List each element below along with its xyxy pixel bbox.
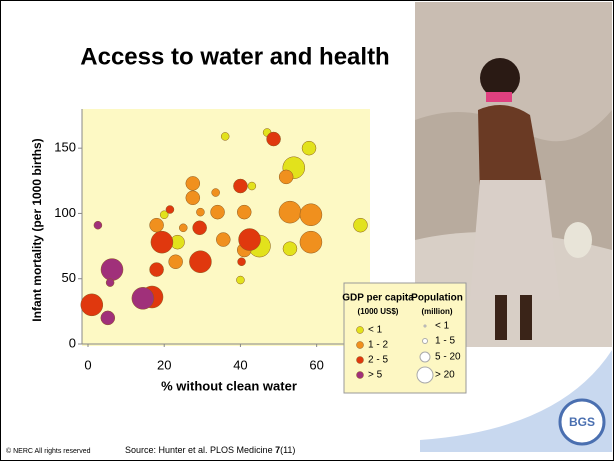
chart-title: Access to water and health — [80, 43, 389, 70]
x-tick-label: 20 — [157, 357, 171, 372]
bubble — [247, 181, 257, 191]
bubble — [233, 178, 248, 194]
bubble — [185, 176, 201, 191]
bubble — [185, 190, 201, 206]
bubble — [236, 275, 245, 285]
size-swatch — [422, 338, 428, 344]
legend-title: GDP per capita — [342, 293, 414, 304]
legend-subtitle: (1000 US$) — [358, 307, 399, 316]
bubble — [189, 250, 212, 273]
bubble — [278, 169, 294, 185]
size-swatch — [416, 366, 434, 384]
bubble — [301, 140, 317, 156]
bubble — [237, 257, 246, 266]
bubble — [353, 217, 368, 233]
x-tick-label: 60 — [309, 357, 323, 372]
size-legend-title: Population — [411, 293, 463, 304]
bubble — [266, 131, 281, 147]
legend-swatch — [356, 356, 364, 364]
bubble — [299, 230, 323, 254]
copyright: © NERC All rights reserved — [6, 447, 91, 455]
x-axis-label: % without clean water — [161, 378, 297, 393]
logo-text: BGS — [569, 415, 595, 429]
y-tick-label: 0 — [69, 335, 76, 350]
bubble — [211, 188, 220, 197]
bubble — [196, 207, 205, 217]
legend-label: > 5 — [368, 370, 383, 381]
bubble — [150, 230, 174, 254]
bubble — [149, 262, 164, 277]
plot-background — [82, 109, 370, 346]
bubble — [131, 287, 155, 310]
bubble — [299, 203, 323, 226]
bubble — [165, 205, 175, 214]
size-legend-label: 5 - 20 — [435, 352, 461, 363]
size-legend-label: < 1 — [435, 321, 450, 332]
source: Source: Hunter et al. PLOS Medicine 7(11… — [125, 445, 295, 455]
bubble — [210, 204, 225, 220]
bubble — [100, 258, 124, 281]
legend-label: < 1 — [368, 325, 383, 336]
bubble — [80, 293, 104, 317]
y-tick-label: 100 — [54, 205, 76, 220]
bubble — [149, 217, 164, 233]
size-legend-label: 1 - 5 — [435, 336, 455, 347]
bubble — [216, 232, 231, 247]
bubble — [220, 132, 230, 141]
logo — [558, 398, 606, 446]
bubble — [93, 220, 103, 230]
bubble — [168, 254, 183, 269]
x-tick-label: 0 — [84, 357, 91, 372]
y-tick-label: 50 — [62, 270, 76, 285]
legend-swatch — [356, 371, 364, 379]
bubble — [105, 278, 115, 287]
bubble — [282, 241, 298, 256]
y-axis-label: Infant mortality (per 1000 births) — [30, 138, 44, 321]
bubble — [179, 223, 188, 233]
source-prefix: Source: Hunter et al. PLOS Medicine — [125, 445, 275, 455]
size-swatch — [419, 351, 431, 363]
legend: GDP per capita (1000 US$) < 1 1 - 2 2 - 5 > 5… — [342, 282, 467, 394]
legend-swatch — [356, 341, 364, 349]
legend-swatch — [356, 326, 364, 334]
bubble — [159, 210, 169, 219]
bubble — [100, 310, 116, 326]
plot: 0 50 100 150 0 20 40 60 — [54, 109, 370, 372]
bubble — [192, 220, 207, 236]
legend-box — [343, 282, 467, 394]
legend-label: 2 - 5 — [368, 355, 388, 366]
y-tick-label: 150 — [54, 140, 76, 155]
legend-label: 1 - 2 — [368, 340, 388, 351]
bubble — [236, 204, 252, 220]
source-issue: (11) — [280, 445, 295, 455]
bubble — [238, 228, 261, 251]
x-tick-label: 40 — [233, 357, 247, 372]
size-legend-label: > 20 — [435, 370, 455, 381]
size-swatch — [423, 324, 427, 328]
bubble — [278, 200, 302, 224]
source-volume: 7 — [275, 445, 280, 455]
size-legend-subtitle: (million) — [421, 307, 452, 316]
